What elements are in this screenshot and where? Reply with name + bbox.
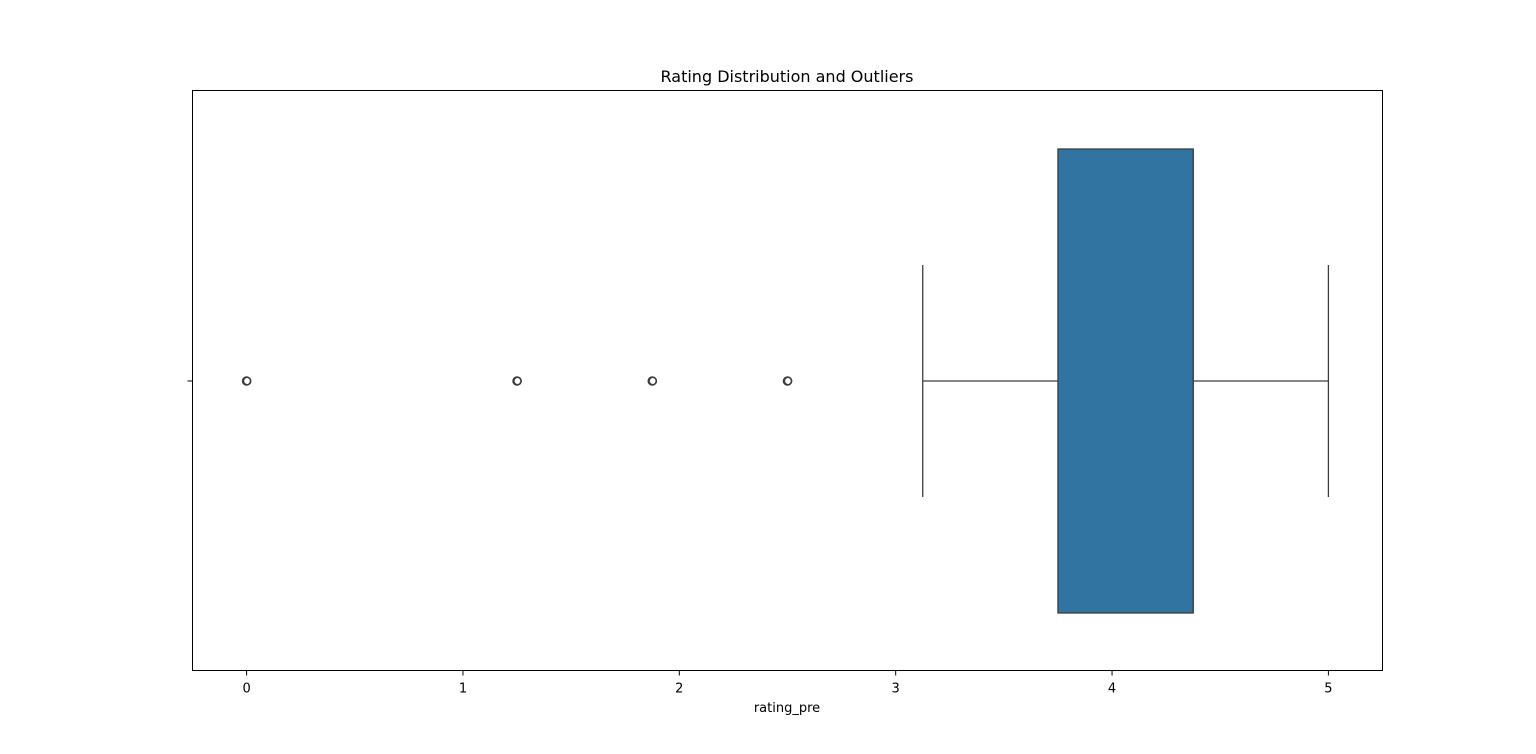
iqr-box [1057,148,1194,614]
x-tick-label: 1 [459,682,467,697]
x-tick-label: 4 [1108,682,1116,697]
outlier-point [242,376,252,386]
plot-area [241,148,1330,614]
outlier-point [648,376,658,386]
x-tick-label: 0 [242,682,250,697]
outlier-point [783,376,793,386]
x-axis-label: rating_pre [754,701,820,716]
x-tick-label: 5 [1324,682,1332,697]
chart-title: Rating Distribution and Outliers [661,67,914,86]
x-tick-label: 3 [892,682,900,697]
outlier-point [513,376,522,386]
x-tick-label: 2 [675,682,683,697]
x-axis: 0 1 2 3 4 5 [187,380,1333,697]
